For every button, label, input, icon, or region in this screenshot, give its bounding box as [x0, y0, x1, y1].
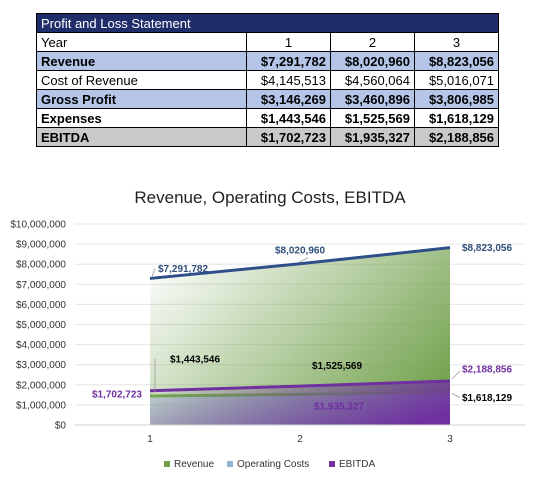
- y-tick-label: $9,000,000: [16, 240, 66, 251]
- y-tick-label: $8,000,000: [16, 260, 66, 271]
- chart-title: Revenue, Operating Costs, EBITDA: [134, 188, 406, 207]
- ebitda-line: [149, 379, 451, 393]
- cell-value: $2,188,856: [413, 127, 500, 147]
- legend-item-operating-costs: Operating Costs: [237, 459, 309, 470]
- y-tick-label: $1,000,000: [16, 400, 66, 411]
- row-label: Expenses: [36, 108, 247, 128]
- y-tick-label: $10,000,000: [10, 220, 66, 231]
- x-tick-label: 1: [147, 434, 153, 445]
- legend-swatch: [164, 461, 170, 467]
- revenue-data-label: $8,823,056: [462, 243, 512, 254]
- label-leader-line: [297, 257, 309, 264]
- cell-value: $1,702,723: [246, 127, 331, 147]
- y-tick-label: $0: [55, 421, 67, 432]
- header-year-2: 2: [330, 32, 415, 52]
- y-tick-label: $6,000,000: [16, 300, 66, 311]
- area-chart: Revenue, Operating Costs, EBITDA $0 $1,000…: [10, 188, 525, 470]
- ebitda-data-label: $2,188,856: [462, 365, 512, 376]
- ebitda-area: [150, 381, 450, 425]
- table-header-row: Year 1 2 3: [36, 32, 500, 52]
- y-tick-label: $2,000,000: [16, 380, 66, 391]
- row-label: EBITDA: [36, 127, 247, 147]
- cell-value: $3,146,269: [246, 89, 331, 109]
- revenue-line: [149, 246, 451, 280]
- legend-swatch: [329, 461, 335, 467]
- cell-value: $3,806,985: [413, 89, 500, 109]
- revenue-area: [150, 247, 450, 425]
- header-year-label: Year: [36, 32, 247, 52]
- y-tick-label: $7,000,000: [16, 280, 66, 291]
- cell-value: $1,935,327: [330, 127, 415, 147]
- legend-item-ebitda: EBITDA: [339, 459, 375, 470]
- x-tick-label: 2: [297, 434, 303, 445]
- y-tick-label: $3,000,000: [16, 360, 66, 371]
- cell-value: $8,823,056: [413, 51, 500, 71]
- table-row-gross-profit: Gross Profit $3,146,269 $3,460,896 $3,80…: [36, 89, 500, 109]
- cell-value: $8,020,960: [330, 51, 415, 71]
- table-row-revenue: Revenue $7,291,782 $8,020,960 $8,823,056: [36, 51, 500, 71]
- revenue-data-label: $8,020,960: [275, 245, 325, 256]
- cell-value: $7,291,782: [246, 51, 331, 71]
- table-row-ebitda: EBITDA $1,702,723 $1,935,327 $2,188,856: [36, 127, 500, 147]
- cell-value: $1,618,129: [413, 108, 500, 128]
- ebitda-data-label: $1,935,327: [314, 402, 364, 413]
- revenue-data-label: $7,291,782: [158, 264, 208, 275]
- y-tick-label: $5,000,000: [16, 320, 66, 331]
- ebitda-data-label: $1,702,723: [92, 389, 142, 400]
- legend-item-revenue: Revenue: [174, 459, 214, 470]
- operating-costs-data-label: $1,525,569: [312, 361, 362, 372]
- cell-value: $1,525,569: [330, 108, 415, 128]
- table-title: Profit and Loss Statement: [35, 13, 500, 33]
- cell-value: $4,560,064: [330, 70, 415, 90]
- cell-value: $5,016,071: [413, 70, 500, 90]
- table-row-expenses: Expenses $1,443,546 $1,525,569 $1,618,12…: [36, 108, 500, 128]
- cell-value: $1,443,546: [246, 108, 331, 128]
- label-leader-line: [451, 370, 461, 380]
- header-year-3: 3: [413, 32, 500, 52]
- label-leader-line: [451, 393, 461, 398]
- cell-value: $4,145,513: [246, 70, 331, 90]
- table-title-row: Profit and Loss Statement: [35, 13, 500, 33]
- operating-costs-data-label: $1,443,546: [170, 354, 220, 365]
- label-leader-line: [151, 268, 156, 277]
- row-label: Cost of Revenue: [36, 70, 247, 90]
- cell-value: $3,460,896: [330, 89, 415, 109]
- profit-loss-table: Profit and Loss Statement Year 1 2 3 Rev…: [35, 13, 500, 147]
- y-tick-label: $4,000,000: [16, 340, 66, 351]
- row-label: Revenue: [36, 51, 247, 71]
- x-tick-label: 3: [447, 434, 453, 445]
- row-label: Gross Profit: [36, 89, 247, 109]
- legend-swatch: [227, 461, 233, 467]
- header-year-1: 1: [246, 32, 331, 52]
- table-row-cost-of-revenue: Cost of Revenue $4,145,513 $4,560,064 $5…: [36, 70, 500, 90]
- operating-costs-data-label: $1,618,129: [462, 393, 512, 404]
